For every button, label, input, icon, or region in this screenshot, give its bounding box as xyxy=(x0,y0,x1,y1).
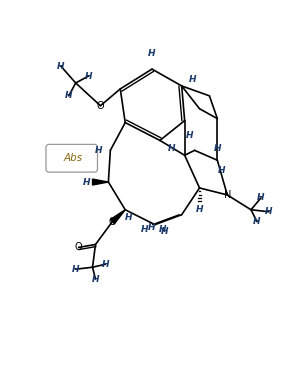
Text: H: H xyxy=(265,207,273,216)
Text: H: H xyxy=(257,193,265,203)
Text: H: H xyxy=(214,144,221,153)
Text: H: H xyxy=(218,165,225,175)
Text: H: H xyxy=(253,217,261,226)
Polygon shape xyxy=(93,179,108,185)
Text: O: O xyxy=(108,217,116,227)
Text: O: O xyxy=(97,101,104,111)
Text: H: H xyxy=(65,91,72,100)
Text: H: H xyxy=(57,62,64,70)
Text: H: H xyxy=(189,75,196,83)
Text: H: H xyxy=(141,225,149,234)
Text: O: O xyxy=(75,242,83,252)
Text: H: H xyxy=(186,131,193,140)
Text: H: H xyxy=(92,275,99,283)
Text: H: H xyxy=(161,227,169,236)
Text: H: H xyxy=(95,146,102,155)
Text: H: H xyxy=(148,49,156,58)
Text: H: H xyxy=(148,223,156,232)
Text: H: H xyxy=(196,205,203,214)
Text: H: H xyxy=(85,72,92,81)
Text: H: H xyxy=(72,265,79,274)
Text: N: N xyxy=(224,190,231,200)
Text: H: H xyxy=(159,225,167,234)
FancyBboxPatch shape xyxy=(46,144,97,172)
Polygon shape xyxy=(110,210,125,224)
Text: Abs: Abs xyxy=(63,153,82,163)
Text: H: H xyxy=(168,144,176,153)
Text: H: H xyxy=(124,213,132,222)
Text: H: H xyxy=(102,260,109,269)
Text: H: H xyxy=(83,178,90,187)
